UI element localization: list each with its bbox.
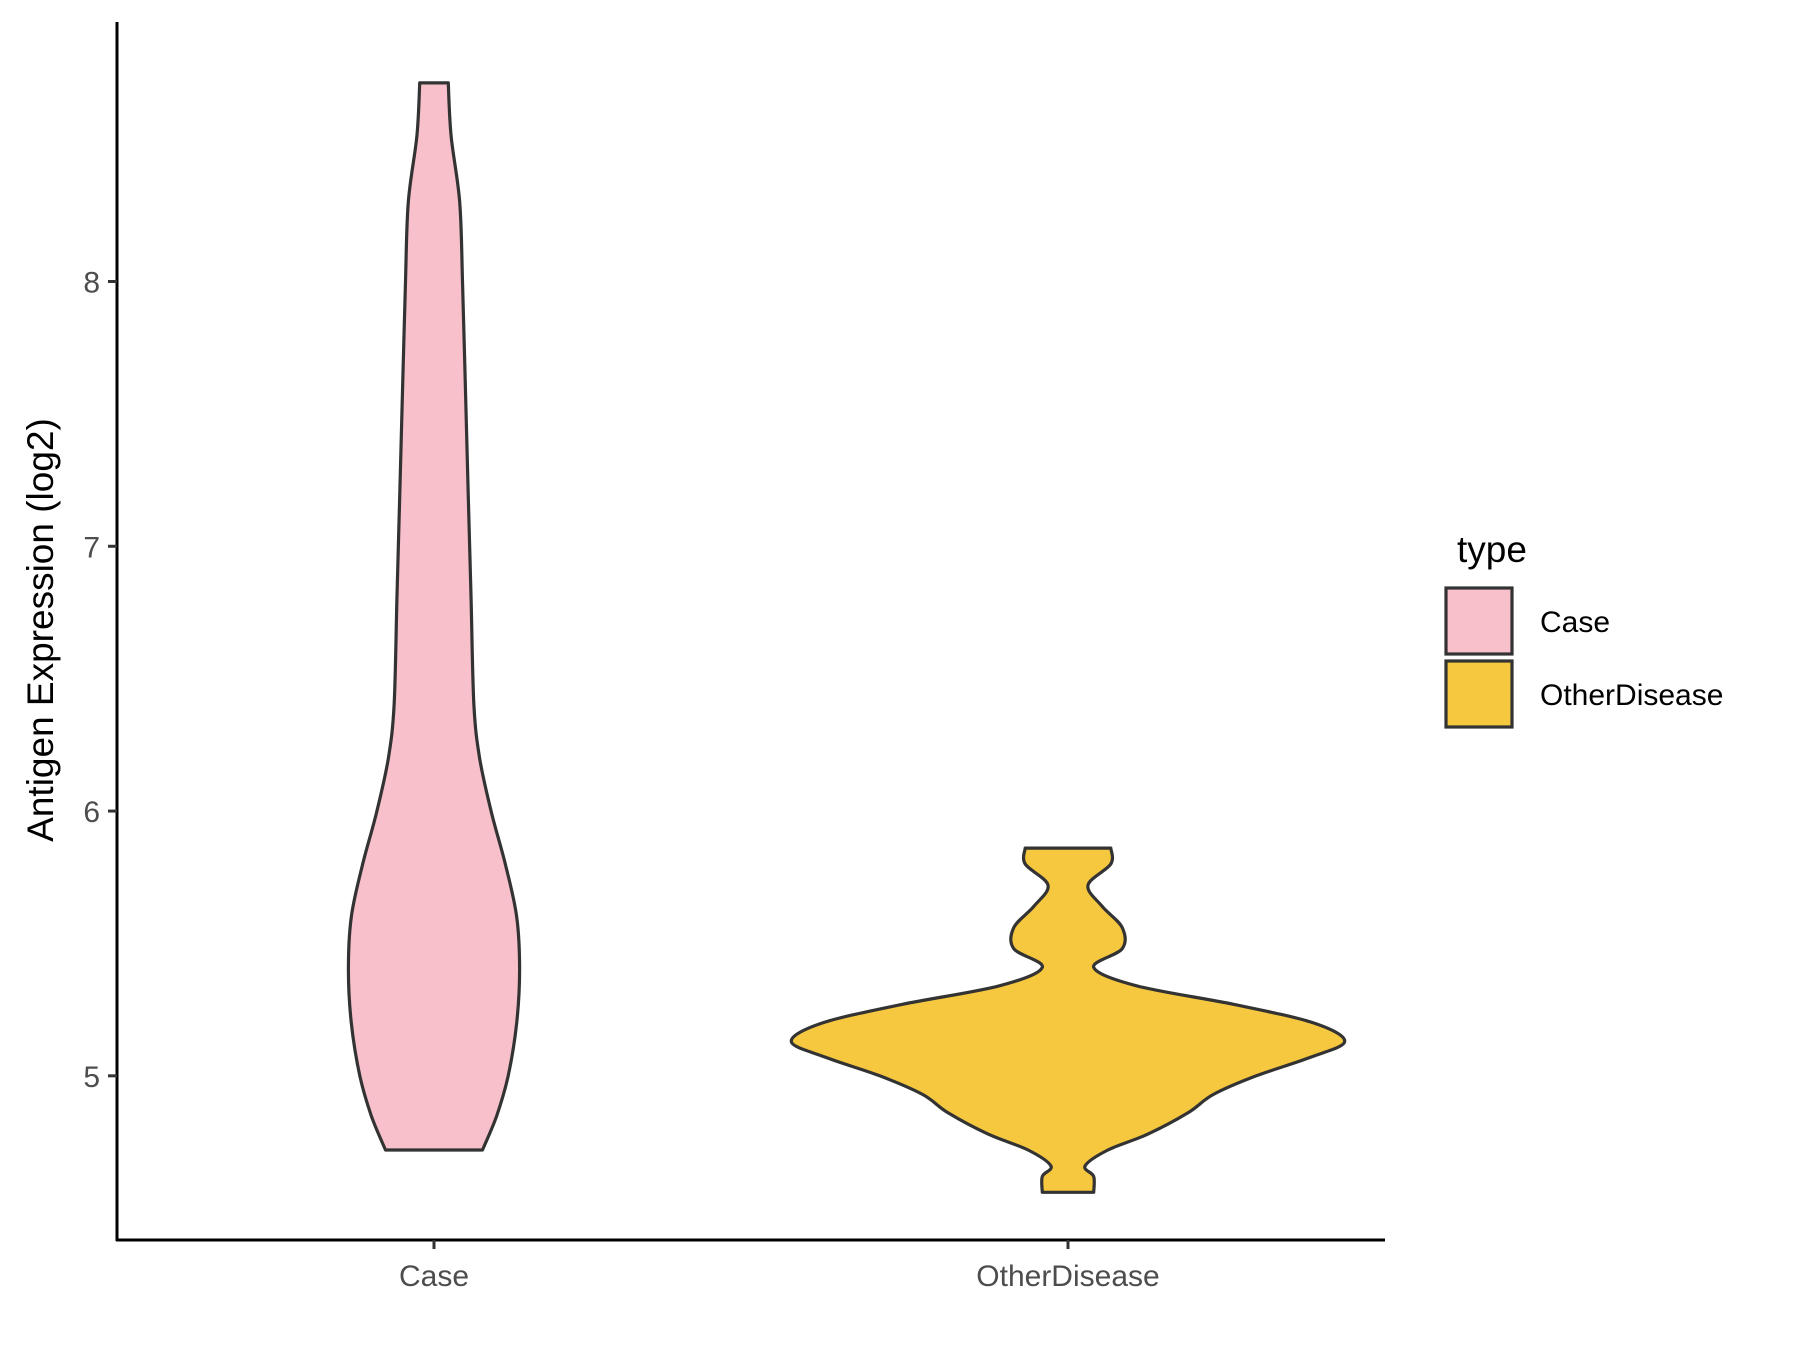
y-axis-ticks: 5 6 7 8	[83, 266, 117, 1094]
violin-layer	[346, 81, 1347, 1194]
x-tick-label: OtherDisease	[976, 1260, 1159, 1293]
y-tick-label: 7	[83, 531, 100, 564]
y-axis-title: Antigen Expression (log2)	[20, 418, 61, 842]
legend-label: Case	[1540, 606, 1610, 639]
y-tick-label: 6	[83, 796, 100, 829]
legend-title: type	[1457, 529, 1527, 570]
legend-items: Case OtherDisease	[1444, 586, 1723, 729]
legend: type Case OtherDisease	[1444, 529, 1723, 729]
legend-swatch	[1444, 586, 1514, 656]
y-tick-label: 5	[83, 1061, 100, 1094]
violin-case	[346, 81, 522, 1152]
legend-swatch	[1444, 659, 1514, 729]
x-tick-label: Case	[399, 1260, 469, 1293]
x-axis-ticks: Case OtherDisease	[399, 1240, 1160, 1293]
violin-otherdisease	[789, 846, 1347, 1194]
y-tick-label: 8	[83, 266, 100, 299]
legend-label: OtherDisease	[1540, 679, 1723, 712]
